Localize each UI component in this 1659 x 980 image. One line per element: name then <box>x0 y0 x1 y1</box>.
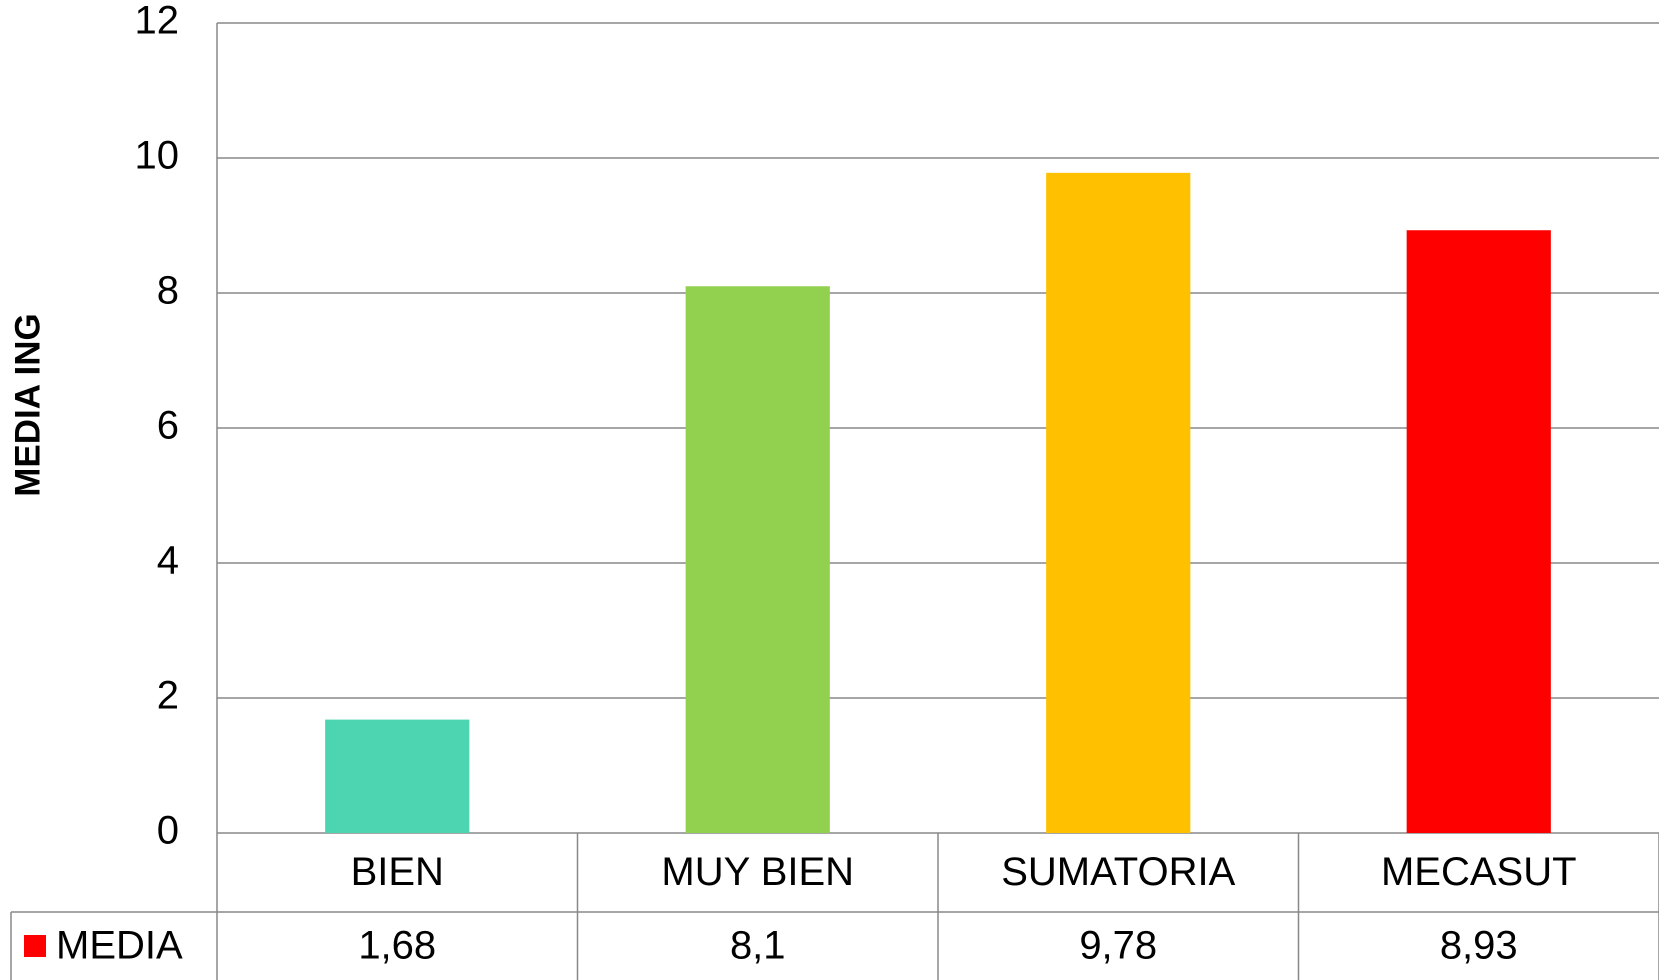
x-tick-label: BIEN <box>351 850 444 894</box>
table-value: 8,93 <box>1440 924 1518 968</box>
y-tick-label: 12 <box>135 0 180 43</box>
bar <box>325 719 470 833</box>
y-tick-label: 2 <box>157 674 179 718</box>
bar <box>1406 230 1551 834</box>
bar <box>1046 172 1191 834</box>
table-value: 9,78 <box>1079 924 1157 968</box>
y-tick-label: 8 <box>157 269 179 313</box>
legend-label: MEDIA <box>56 924 183 968</box>
table-value: 8,1 <box>730 924 786 968</box>
x-tick-label: MUY BIEN <box>661 850 854 894</box>
y-tick-label: 0 <box>157 809 179 853</box>
x-tick-label: MECASUT <box>1381 850 1577 894</box>
bar <box>685 286 830 833</box>
y-tick-label: 4 <box>157 539 179 583</box>
y-tick-label: 6 <box>157 404 179 448</box>
x-tick-label: SUMATORIA <box>1001 850 1235 894</box>
y-tick-label: 10 <box>135 134 180 178</box>
y-axis-label: MEDIA ING <box>8 313 47 496</box>
legend-swatch <box>24 935 46 957</box>
table-value: 1,68 <box>358 924 436 968</box>
